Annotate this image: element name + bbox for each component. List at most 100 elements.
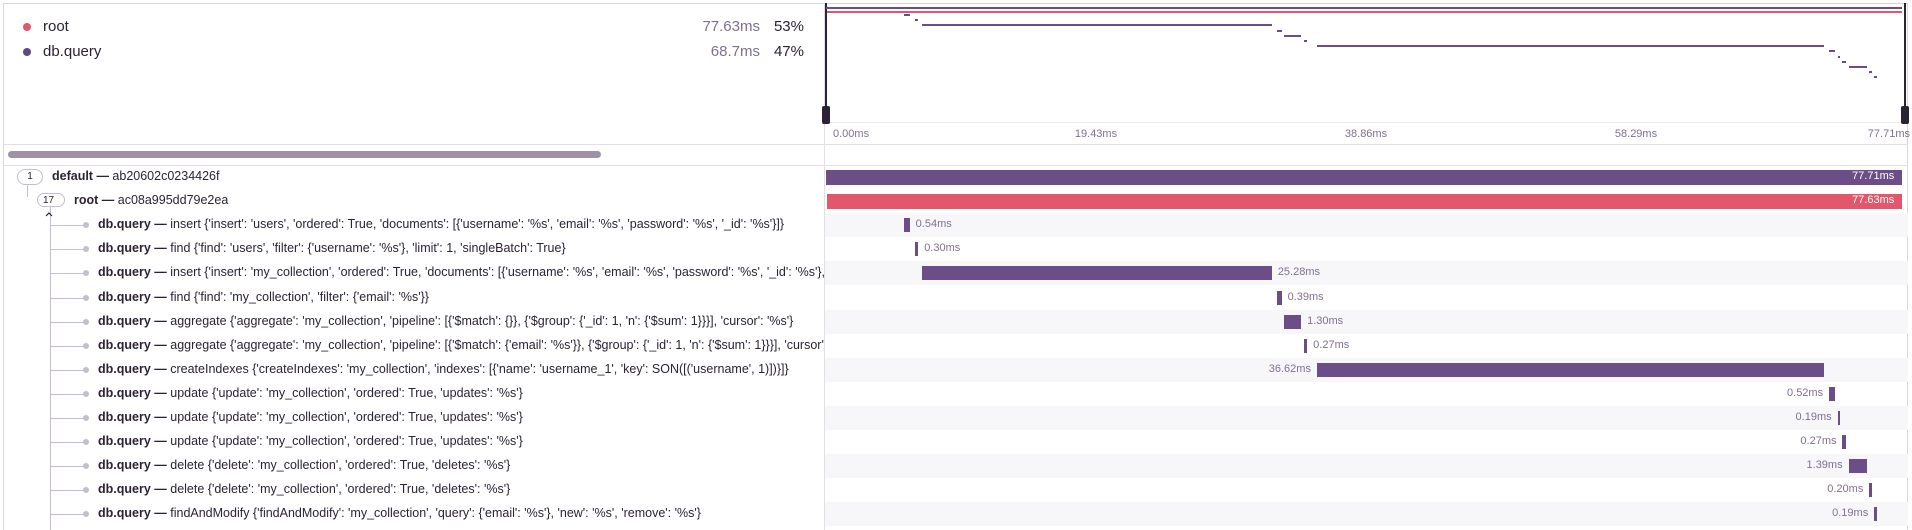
span-label[interactable]: db.query — update {'update': 'my_collect… (98, 386, 824, 400)
timeline-tick: 38.86ms (1344, 128, 1388, 140)
span-duration: 0.39ms (1287, 290, 1324, 303)
span-description: insert {'insert': 'my_collection', 'orde… (166, 265, 824, 280)
span-bar[interactable] (1276, 290, 1282, 305)
pane-divider (824, 3, 825, 530)
tree-node (83, 511, 89, 518)
span-label[interactable]: db.query — update {'update': 'my_collect… (98, 410, 824, 424)
span-description: find {'find': 'users', 'filter': {'usern… (166, 241, 566, 256)
tree-connector (50, 297, 86, 299)
minimap-span (1284, 34, 1302, 37)
minimap-handle[interactable] (822, 106, 830, 124)
span-bar[interactable] (1303, 338, 1308, 353)
span-op: db.query — (98, 217, 167, 232)
tree-node (83, 342, 89, 349)
span-op: default — (52, 169, 109, 183)
span-bar[interactable] (921, 266, 1272, 281)
span-duration: 1.30ms (1307, 314, 1344, 327)
span-description: update {'update': 'my_collection', 'orde… (166, 434, 523, 449)
legend-share: 47% (773, 43, 804, 60)
span-duration: 36.62ms (1268, 362, 1311, 375)
tree-node (83, 318, 89, 325)
top-divider (3, 144, 1908, 145)
span-duration: 0.19ms (1795, 411, 1832, 423)
span-description: ab20602c0234426f (108, 169, 220, 183)
span-bar[interactable] (1316, 362, 1825, 377)
legend-dot (23, 48, 31, 56)
scrollbar[interactable] (8, 151, 601, 158)
minimap-span (826, 11, 1903, 13)
row-shade (825, 309, 1908, 334)
tree-node (83, 270, 89, 277)
span-bar[interactable] (1829, 386, 1836, 401)
span-op: db.query — (98, 482, 167, 497)
minimap-edge (1904, 3, 1906, 113)
legend-name: db.query (43, 43, 102, 60)
span-label[interactable]: root — ac08a995dd79e2ea (74, 193, 824, 207)
span-bar[interactable] (826, 193, 1903, 209)
tree-node (83, 463, 89, 470)
span-op: db.query — (98, 361, 167, 376)
tree-connector (50, 418, 86, 419)
span-duration: 0.20ms (1827, 483, 1864, 496)
span-op: db.query — (98, 434, 167, 449)
minimap-span (1316, 45, 1825, 48)
tree-node (83, 222, 89, 229)
legend-duration: 77.63ms (702, 18, 760, 35)
span-description: insert {'insert': 'users', 'ordered': Tr… (166, 217, 785, 232)
span-description: createIndexes {'createIndexes': 'my_coll… (166, 361, 789, 376)
span-bar[interactable] (1848, 459, 1867, 474)
span-bar[interactable] (1874, 507, 1877, 522)
span-op: db.query — (98, 506, 167, 521)
span-bar[interactable] (1284, 314, 1302, 329)
span-bar[interactable] (914, 242, 919, 257)
tree-connector (50, 490, 86, 492)
span-label[interactable]: db.query — createIndexes {'createIndexes… (98, 362, 824, 376)
minimap-axis (826, 122, 1906, 123)
minimap-span (914, 19, 919, 22)
minimap-span (1829, 50, 1836, 53)
span-description: delete {'delete': 'my_collection', 'orde… (166, 458, 511, 473)
span-label[interactable]: db.query — find {'find': 'users', 'filte… (98, 241, 824, 255)
span-description: find {'find': 'my_collection', 'filter':… (166, 289, 429, 304)
minimap-handle[interactable] (1901, 106, 1909, 124)
span-label[interactable]: db.query — delete {'delete': 'my_collect… (98, 482, 824, 496)
span-label[interactable]: db.query — aggregate {'aggregate': 'my_c… (98, 314, 824, 328)
span-bar[interactable] (1837, 411, 1841, 425)
span-description: findAndModify {'findAndModify': 'my_coll… (166, 506, 701, 521)
span-label[interactable]: db.query — findAndModify {'findAndModify… (98, 506, 824, 520)
tree-line (50, 207, 51, 530)
minimap-span (825, 7, 1903, 9)
span-op: db.query — (98, 337, 167, 352)
span-bar[interactable] (1842, 435, 1847, 450)
span-label[interactable]: db.query — update {'update': 'my_collect… (98, 434, 824, 448)
span-bar[interactable] (903, 218, 910, 233)
minimap-span (921, 24, 1272, 27)
tree-connector (50, 369, 86, 371)
span-op: db.query — (98, 289, 167, 304)
span-description: ac08a995dd79e2ea (114, 193, 229, 208)
span-label[interactable]: db.query — insert {'insert': 'users', 'o… (98, 217, 824, 231)
span-label[interactable]: db.query — aggregate {'aggregate': 'my_c… (98, 338, 824, 352)
span-label[interactable]: db.query — insert {'insert': 'my_collect… (98, 265, 824, 279)
legend-duration: 68.7ms (710, 43, 760, 60)
span-label[interactable]: db.query — delete {'delete': 'my_collect… (98, 458, 824, 472)
tree-connector (50, 225, 86, 227)
tree-node (83, 415, 89, 421)
span-duration: 1.39ms (1806, 459, 1843, 472)
minimap-span (1874, 76, 1877, 79)
span-toggle-badge[interactable]: 17 (37, 193, 65, 217)
span-duration: 25.28ms (1277, 266, 1321, 279)
tree-node (83, 487, 89, 494)
span-duration: 0.30ms (924, 242, 961, 255)
minimap-span (1276, 29, 1282, 32)
span-label[interactable]: db.query — find {'find': 'my_collection'… (98, 290, 824, 304)
span-bar[interactable] (1869, 483, 1872, 498)
span-op: root — (74, 193, 115, 208)
row-shade (825, 454, 1908, 479)
span-label[interactable]: default — ab20602c0234426f (52, 169, 824, 183)
tree-connector (50, 393, 86, 395)
span-bar[interactable] (825, 169, 1903, 185)
span-count-badge[interactable]: 1 (17, 169, 43, 185)
span-duration: 0.27ms (1800, 435, 1837, 448)
